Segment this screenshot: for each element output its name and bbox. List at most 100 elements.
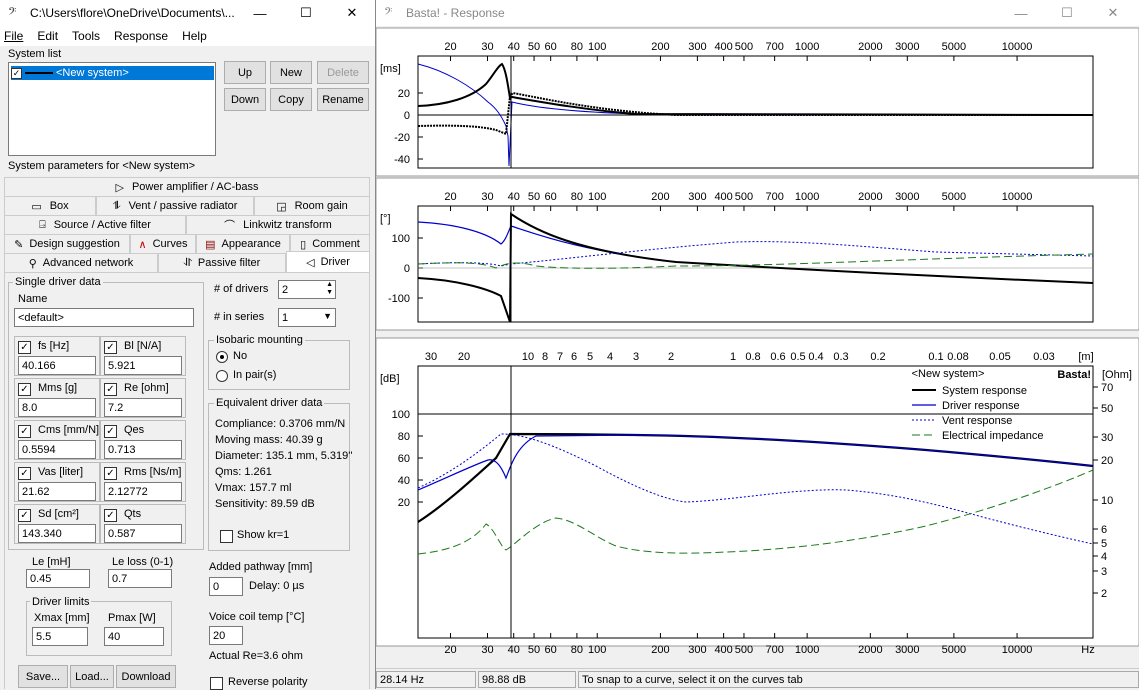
param-field[interactable]: 0.713 [104, 440, 182, 459]
system-checkbox[interactable]: ✓ [11, 67, 22, 79]
num-drivers-spinner[interactable]: 2 ▲ ▼ [278, 280, 336, 299]
ohm-tick-label: 10 [1101, 495, 1113, 507]
isobaric-pairs-radio[interactable] [216, 370, 228, 382]
close-button[interactable]: ✕ [1107, 5, 1119, 20]
in-series-select[interactable]: 1 ▼ [278, 308, 336, 327]
spl-freq-tick-label: 30 [481, 644, 493, 656]
xmax-field[interactable]: 5.5 [32, 627, 88, 646]
param-group [14, 462, 100, 502]
tab-vent[interactable]: ⥮ Vent / passive radiator [96, 196, 254, 215]
menu-edit[interactable]: Edit [37, 29, 59, 43]
chevron-down-icon[interactable]: ▼ [323, 311, 332, 321]
spl-freq-tick-label: 700 [765, 644, 783, 656]
isobaric-no-radio[interactable] [216, 351, 228, 363]
menu-tools[interactable]: Tools [72, 29, 101, 43]
spl-tick-label: 20 [398, 497, 410, 509]
name-field[interactable]: <default> [14, 308, 194, 327]
param-field[interactable]: 7.2 [104, 398, 182, 417]
tab-driver[interactable]: ◁ Driver [286, 251, 370, 272]
maximize-button[interactable]: ☐ [1061, 5, 1073, 20]
tab-box[interactable]: ▭ Box [4, 196, 96, 215]
param-checkbox[interactable]: ✓ [104, 425, 117, 438]
system-list-item[interactable]: ✓ <New system> [11, 66, 214, 80]
phase-freq-tick-label: 700 [765, 191, 783, 203]
minimize-button[interactable]: — [253, 5, 267, 21]
group-delay-tick-label: 20 [398, 88, 410, 100]
param-field[interactable]: 40.166 [18, 356, 96, 375]
spl-freq-tick-label: 20 [444, 644, 456, 656]
tab-curves[interactable]: ∧ Curves [130, 234, 196, 253]
tab-passive-filter[interactable]: ⥯ Passive filter [158, 253, 286, 272]
close-button[interactable]: ✕ [346, 5, 358, 20]
phase-freq-tick-label: 400 [714, 191, 732, 203]
group-delay-vent-curve [417, 91, 1093, 136]
load-button[interactable]: Load... [70, 665, 114, 688]
param-checkbox[interactable]: ✓ [18, 467, 31, 480]
param-checkbox[interactable]: ✓ [104, 509, 117, 522]
group-delay-freq-tick-label: 100 [588, 41, 606, 53]
down-button[interactable]: Down [224, 88, 266, 111]
new-button[interactable]: New [270, 61, 312, 84]
menu-help[interactable]: Help [182, 29, 207, 43]
tab-label: Vent / passive radiator [128, 200, 238, 212]
param-field[interactable]: 5.921 [104, 356, 182, 375]
param-checkbox[interactable]: ✓ [104, 383, 117, 396]
group-delay-panel [376, 27, 1139, 177]
tab-label: Room gain [294, 200, 348, 212]
network-icon: ⚲ [28, 257, 37, 270]
param-checkbox[interactable]: ✓ [104, 341, 117, 354]
wavelength-tick-label: 7 [557, 351, 563, 363]
tab-comment[interactable]: ▯ Comment [290, 234, 370, 253]
param-checkbox[interactable]: ✓ [18, 509, 31, 522]
param-field[interactable]: 8.0 [18, 398, 96, 417]
param-field[interactable]: 0.587 [104, 524, 182, 543]
download-button[interactable]: Download [116, 665, 176, 688]
copy-button[interactable]: Copy [270, 88, 312, 111]
box-icon: ▭ [31, 200, 42, 213]
tab-advanced-network[interactable]: ⚲ Advanced network [4, 253, 158, 272]
param-group [100, 336, 186, 376]
added-path-field[interactable]: 0 [209, 577, 243, 596]
param-field[interactable]: 143.340 [18, 524, 96, 543]
param-field[interactable]: 2.12772 [104, 482, 182, 501]
tab-power-amplifier[interactable]: ▷ Power amplifier / AC-bass [4, 177, 370, 196]
spl-driver-curve [417, 434, 1094, 491]
voice-coil-label: Voice coil temp [°C] [209, 611, 305, 623]
param-label: Qes [124, 424, 145, 436]
tab-linkwitz[interactable]: ⌒ Linkwitz transform [186, 215, 370, 234]
show-kr-checkbox[interactable] [220, 530, 233, 543]
minimize-button[interactable]: — [1014, 5, 1028, 21]
tab-source-active-filter[interactable]: ⍈ Source / Active filter [4, 215, 186, 234]
save-button[interactable]: Save... [18, 665, 68, 688]
le-field[interactable]: 0.45 [26, 569, 90, 588]
menu-file[interactable]: File [4, 29, 24, 43]
reverse-polarity-checkbox[interactable] [210, 677, 223, 690]
tab-room-gain[interactable]: ◲ Room gain [254, 196, 370, 215]
pmax-field[interactable]: 40 [104, 627, 164, 646]
tab-design-suggestion[interactable]: ✎ Design suggestion [4, 234, 130, 253]
equiv-moving-mass: Moving mass: 40.39 g [215, 434, 323, 446]
right-window-title: Basta! - Response [406, 6, 505, 20]
param-checkbox[interactable]: ✓ [18, 425, 31, 438]
response-charts[interactable]: 20 30 40 50 60 80 100 200 300 400 500 700 1000 2000 30… [376, 26, 1139, 668]
wavelength-tick-label: 8 [542, 351, 548, 363]
param-checkbox[interactable]: ✓ [104, 467, 117, 480]
param-checkbox[interactable]: ✓ [18, 383, 31, 396]
system-list[interactable]: ✓ <New system> [8, 62, 216, 156]
voice-coil-field[interactable]: 20 [209, 626, 243, 645]
wavelength-tick-label: 4 [607, 351, 613, 363]
le-loss-field[interactable]: 0.7 [108, 569, 172, 588]
tab-appearance[interactable]: ▤ Appearance [196, 234, 290, 253]
param-field[interactable]: 0.5594 [18, 440, 96, 459]
room-icon: ◲ [276, 200, 287, 213]
maximize-button[interactable]: ☐ [300, 5, 312, 20]
param-field[interactable]: 21.62 [18, 482, 96, 501]
spinner-arrows-icon[interactable]: ▲ ▼ [326, 281, 333, 296]
param-checkbox[interactable]: ✓ [18, 341, 31, 354]
delete-button[interactable]: Delete [317, 61, 369, 84]
status-bar: 28.14 Hz 98.88 dB To snap to a curve, se… [376, 668, 1139, 689]
rename-button[interactable]: Rename [317, 88, 369, 111]
up-button[interactable]: Up [224, 61, 266, 84]
menu-response[interactable]: Response [114, 29, 169, 43]
wavelength-tick-label: 0.4 [808, 351, 823, 363]
